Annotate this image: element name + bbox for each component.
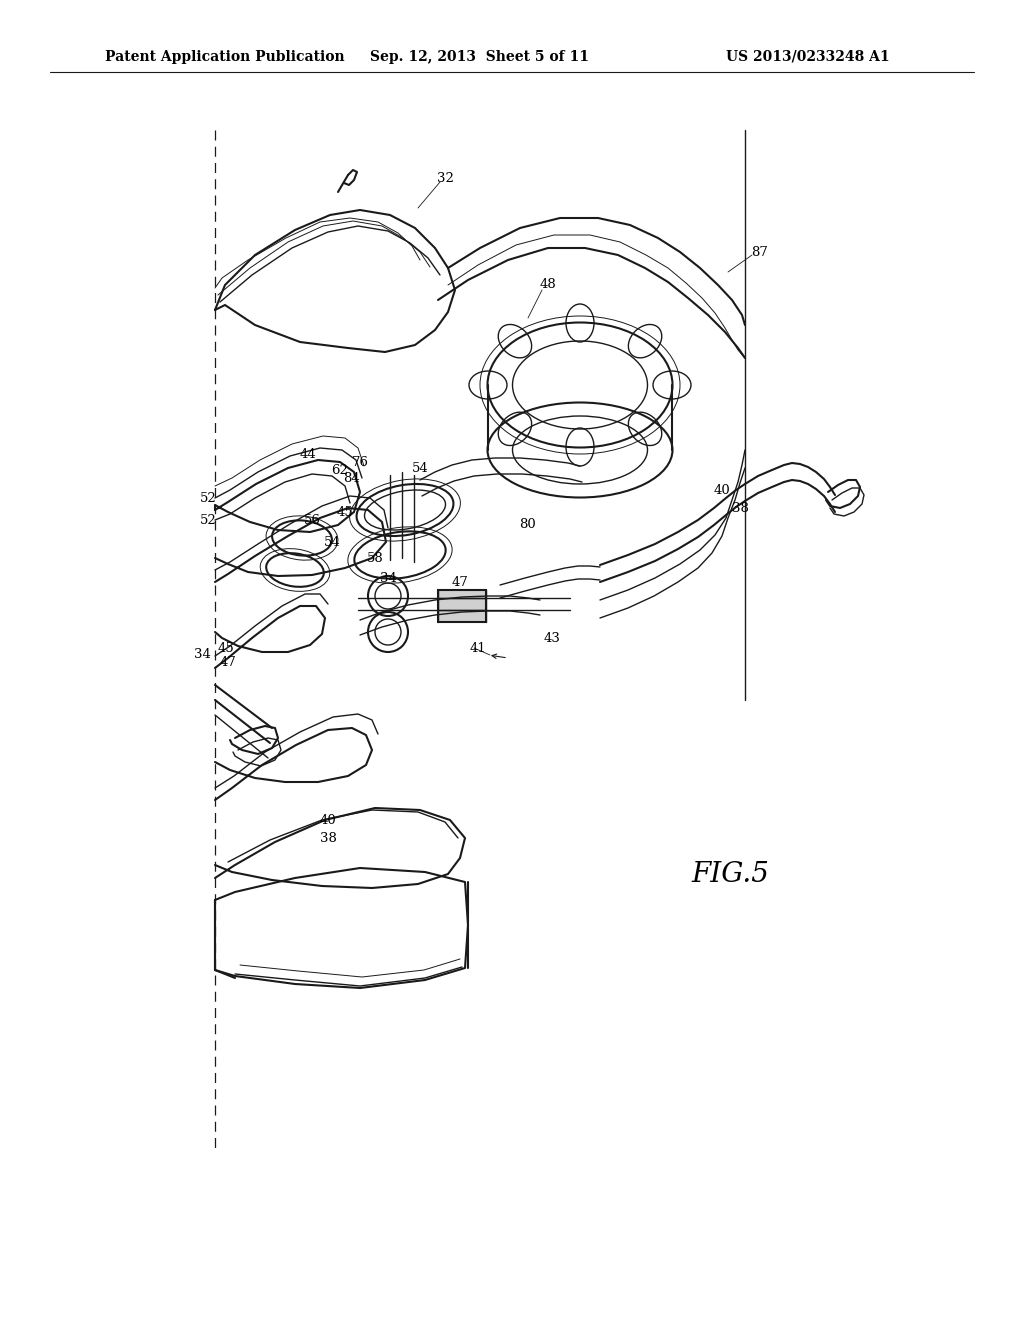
Text: 47: 47 (452, 576, 468, 589)
Text: 76: 76 (351, 455, 369, 469)
Text: 80: 80 (519, 519, 537, 532)
Bar (438, 590, 486, 622)
Text: US 2013/0233248 A1: US 2013/0233248 A1 (726, 50, 890, 63)
Text: 41: 41 (470, 642, 486, 655)
Text: FIG.5: FIG.5 (691, 862, 769, 888)
Text: 40: 40 (319, 813, 336, 826)
Text: 48: 48 (540, 279, 556, 292)
Text: 34: 34 (194, 648, 211, 661)
Text: 47: 47 (219, 656, 237, 668)
Text: 38: 38 (319, 832, 337, 845)
Text: 87: 87 (752, 246, 768, 259)
Text: 58: 58 (367, 552, 383, 565)
Text: Sep. 12, 2013  Sheet 5 of 11: Sep. 12, 2013 Sheet 5 of 11 (371, 50, 590, 63)
Text: 45: 45 (337, 506, 353, 519)
Text: 34: 34 (380, 572, 396, 585)
Text: 56: 56 (303, 513, 321, 527)
Text: 52: 52 (200, 491, 216, 504)
Text: 32: 32 (436, 172, 454, 185)
Text: 43: 43 (544, 631, 560, 644)
Text: 45: 45 (218, 642, 234, 655)
Text: 38: 38 (731, 502, 749, 515)
Text: Patent Application Publication: Patent Application Publication (105, 50, 345, 63)
Text: 54: 54 (324, 536, 340, 549)
Text: 62: 62 (332, 463, 348, 477)
Text: 84: 84 (344, 471, 360, 484)
Text: 44: 44 (300, 449, 316, 462)
Text: 52: 52 (200, 513, 216, 527)
Text: 54: 54 (412, 462, 428, 474)
Text: 40: 40 (714, 483, 730, 496)
